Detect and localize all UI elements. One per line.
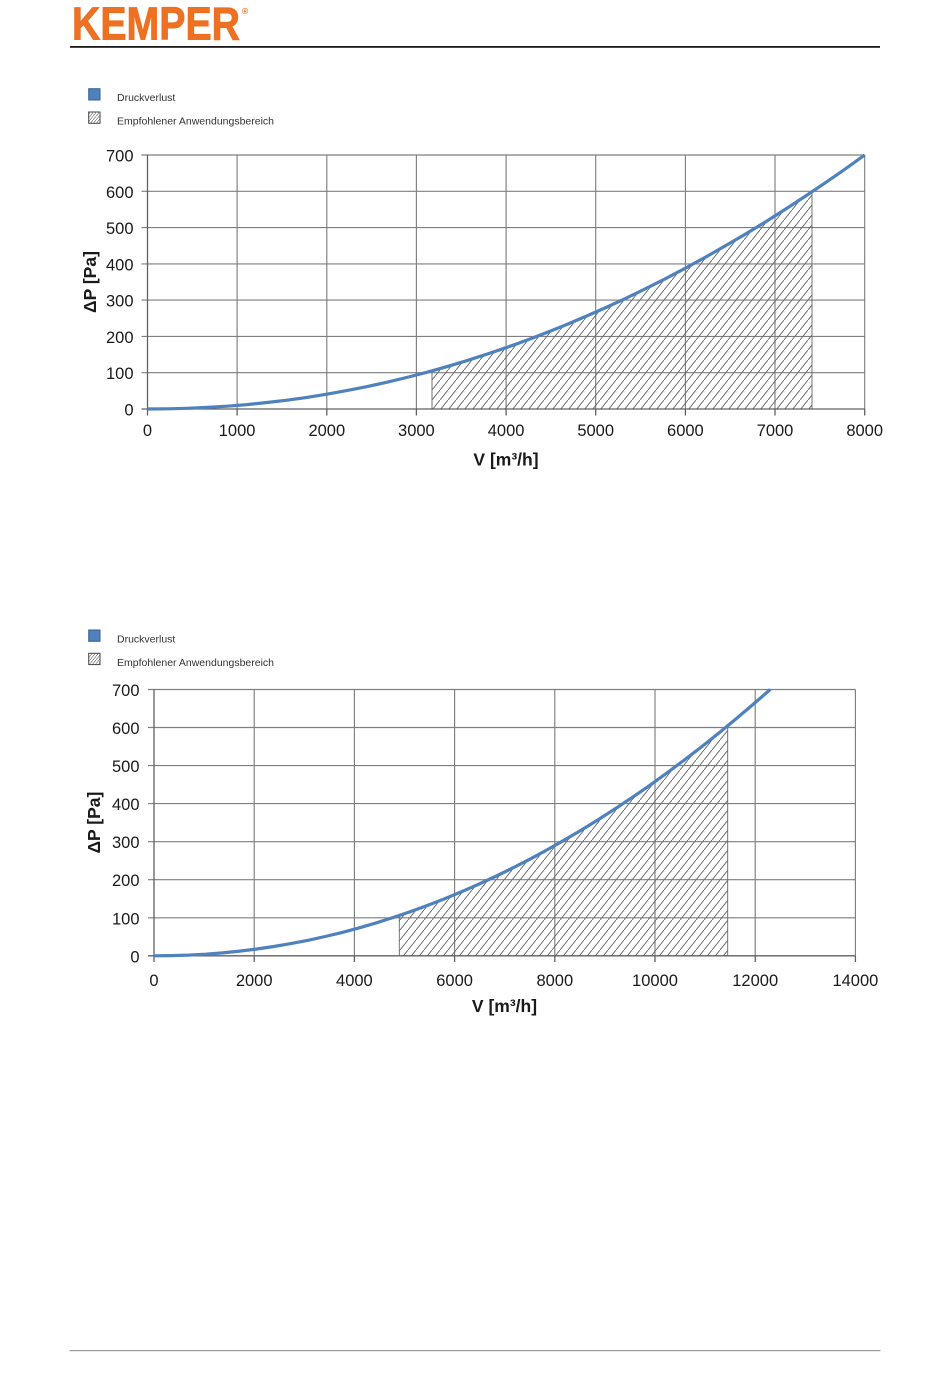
svg-text:®: ® [242,6,249,16]
svg-text:7000: 7000 [757,422,794,440]
svg-text:500: 500 [112,758,140,776]
svg-text:1000: 1000 [219,422,256,440]
svg-text:3000: 3000 [398,422,435,440]
svg-text:ΔP [Pa]: ΔP [Pa] [80,251,100,313]
svg-text:0: 0 [149,972,158,990]
svg-text:700: 700 [106,148,134,166]
svg-text:600: 600 [112,720,140,738]
svg-text:Empfohlener Anwendungsbereich: Empfohlener Anwendungsbereich [117,116,274,128]
svg-text:Druckverlust: Druckverlust [117,634,175,646]
svg-text:2000: 2000 [236,972,273,990]
svg-text:Druckverlust: Druckverlust [117,92,175,104]
svg-text:V [m³/h]: V [m³/h] [472,996,537,1016]
svg-text:300: 300 [106,293,134,311]
svg-text:8000: 8000 [846,422,883,440]
svg-text:12000: 12000 [732,972,778,990]
svg-text:14000: 14000 [832,972,878,990]
svg-text:200: 200 [106,329,134,347]
svg-text:0: 0 [124,402,133,420]
svg-text:600: 600 [106,184,134,202]
svg-text:100: 100 [106,365,134,383]
svg-text:4000: 4000 [488,422,525,440]
svg-text:500: 500 [106,220,134,238]
svg-text:400: 400 [112,796,140,814]
svg-text:700: 700 [112,682,140,700]
svg-text:100: 100 [112,910,140,928]
svg-text:4000: 4000 [336,972,373,990]
svg-text:0: 0 [130,948,139,966]
svg-text:0: 0 [143,422,152,440]
svg-text:10000: 10000 [632,972,678,990]
svg-text:6000: 6000 [667,422,704,440]
svg-text:200: 200 [112,872,140,890]
svg-text:Empfohlener Anwendungsbereich: Empfohlener Anwendungsbereich [117,657,274,669]
svg-text:5000: 5000 [577,422,614,440]
svg-text:400: 400 [106,256,134,274]
svg-text:8000: 8000 [536,972,573,990]
svg-text:6000: 6000 [436,972,473,990]
svg-text:2000: 2000 [308,422,345,440]
svg-text:V [m³/h]: V [m³/h] [473,450,538,470]
svg-text:KEMPER: KEMPER [72,0,240,50]
svg-text:300: 300 [112,834,140,852]
svg-text:ΔP [Pa]: ΔP [Pa] [84,792,104,854]
